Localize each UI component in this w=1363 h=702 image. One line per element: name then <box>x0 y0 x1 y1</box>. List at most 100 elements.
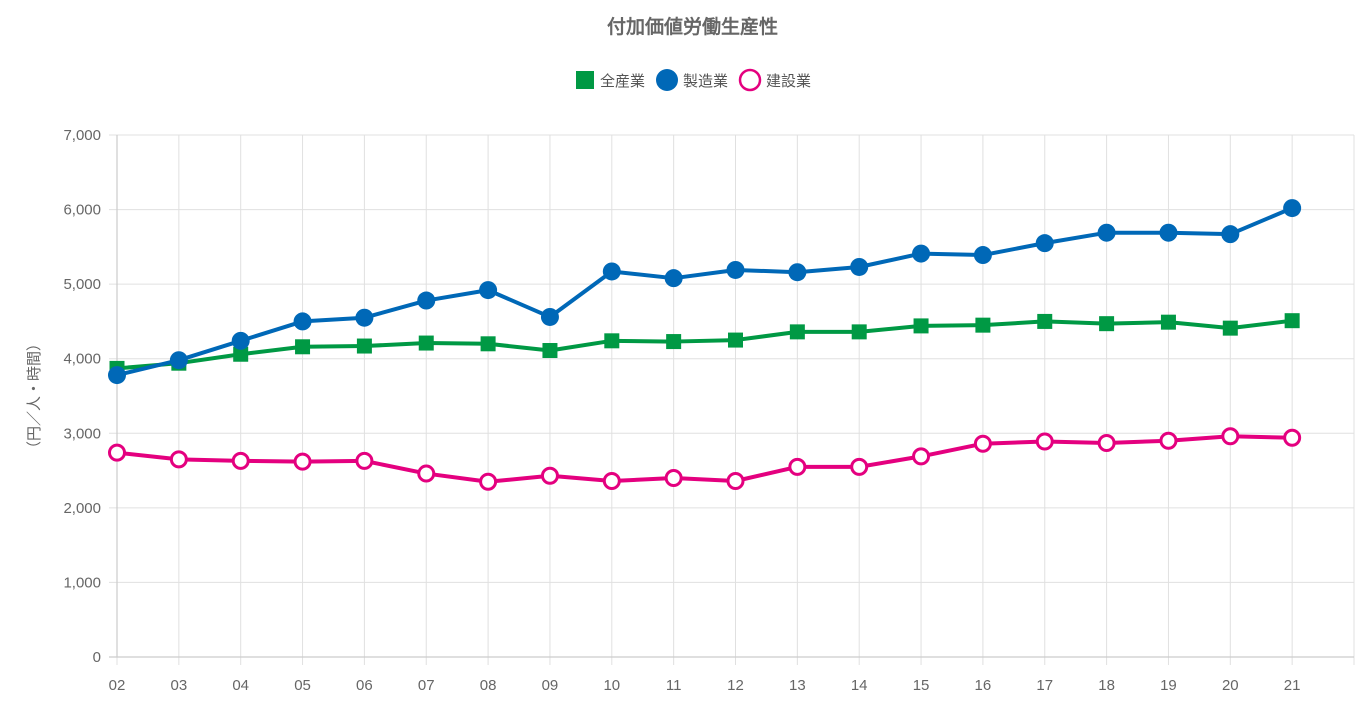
legend-item-construction[interactable]: 建設業 <box>738 68 811 92</box>
data-point[interactable] <box>355 451 374 470</box>
y-tick-label: 7,000 <box>63 127 101 144</box>
data-point[interactable] <box>788 457 807 476</box>
x-tick-label: 20 <box>1222 677 1239 694</box>
legend-marker-circle-icon <box>655 69 678 91</box>
data-point[interactable] <box>295 339 311 355</box>
data-point[interactable] <box>788 263 807 282</box>
data-point[interactable] <box>293 312 312 331</box>
axes: 0 1,000 2,000 3,000 4,000 5,000 6,000 7,000 02 03… <box>63 127 1354 694</box>
y-tick-label: 1,000 <box>63 574 101 591</box>
data-point[interactable] <box>1160 314 1176 330</box>
data-point[interactable] <box>355 308 374 327</box>
data-point[interactable] <box>664 269 683 288</box>
x-tick-label: 11 <box>666 677 682 694</box>
x-tick-label: 03 <box>171 677 188 694</box>
data-point[interactable] <box>1159 223 1178 242</box>
x-tick-label: 16 <box>975 677 992 694</box>
data-point[interactable] <box>540 466 559 485</box>
data-point[interactable] <box>604 333 620 349</box>
data-point[interactable] <box>418 335 434 351</box>
data-point[interactable] <box>417 464 436 483</box>
data-point[interactable] <box>1221 225 1240 244</box>
x-tick-label: 13 <box>789 677 806 694</box>
data-point[interactable] <box>726 472 745 491</box>
chart-title: 付加価値労働生産性 <box>606 16 778 38</box>
series-2 <box>108 427 1302 491</box>
x-tick-label: 07 <box>418 677 435 694</box>
data-point[interactable] <box>850 257 869 276</box>
x-tick-label: 17 <box>1036 677 1053 694</box>
x-tick-label: 06 <box>356 677 373 694</box>
data-point[interactable] <box>664 469 683 488</box>
legend-marker-square-icon <box>575 71 594 89</box>
y-tick-label: 5,000 <box>63 276 101 293</box>
data-point[interactable] <box>1222 320 1238 336</box>
data-point[interactable] <box>726 260 745 279</box>
y-tick-label: 2,000 <box>63 500 101 517</box>
data-point[interactable] <box>417 291 436 310</box>
data-point[interactable] <box>108 366 126 385</box>
data-point[interactable] <box>728 332 743 348</box>
x-tick-label: 10 <box>603 677 620 694</box>
data-point[interactable] <box>1283 428 1302 447</box>
data-point[interactable] <box>602 472 621 491</box>
data-point[interactable] <box>850 457 869 476</box>
y-tick-label: 6,000 <box>63 202 101 219</box>
x-tick-label: 18 <box>1098 677 1115 694</box>
data-point[interactable] <box>542 343 558 359</box>
legend-item-all-industries[interactable]: 全産業 <box>574 69 645 91</box>
data-point[interactable] <box>1037 313 1053 329</box>
x-tick-label: 09 <box>542 677 559 694</box>
x-tick-label: 21 <box>1284 677 1301 694</box>
data-point[interactable] <box>233 346 249 362</box>
x-tick-label: 19 <box>1160 677 1177 694</box>
data-point[interactable] <box>1159 431 1178 450</box>
data-point[interactable] <box>912 244 931 263</box>
y-tick-label: 3,000 <box>63 425 101 442</box>
legend-marker-open-circle-icon <box>738 68 762 92</box>
x-tick-label: 04 <box>232 677 249 694</box>
data-point[interactable] <box>479 281 498 300</box>
y-tick-label: 4,000 <box>63 351 101 368</box>
data-point[interactable] <box>480 336 496 352</box>
data-point[interactable] <box>1221 427 1240 446</box>
x-tick-label: 08 <box>480 677 497 694</box>
data-point[interactable] <box>540 307 559 326</box>
data-point[interactable] <box>913 318 929 334</box>
data-point[interactable] <box>975 317 991 333</box>
data-point[interactable] <box>912 447 931 466</box>
x-tick-label: 15 <box>913 677 930 694</box>
data-point[interactable] <box>666 334 682 350</box>
data-point[interactable] <box>1099 316 1115 332</box>
x-tick-label: 05 <box>294 677 311 694</box>
legend-label: 全産業 <box>599 71 645 90</box>
x-tick-label: 12 <box>727 677 744 694</box>
data-point[interactable] <box>293 452 312 471</box>
data-point[interactable] <box>1035 234 1054 253</box>
data-point[interactable] <box>1283 199 1302 218</box>
series-1 <box>108 199 1302 385</box>
data-point[interactable] <box>1284 313 1300 329</box>
data-point[interactable] <box>356 338 372 354</box>
data-point[interactable] <box>1035 432 1054 451</box>
data-point[interactable] <box>789 324 805 340</box>
legend-label: 建設業 <box>766 71 812 90</box>
data-point[interactable] <box>479 472 498 491</box>
legend-label: 製造業 <box>682 71 728 90</box>
data-point[interactable] <box>231 451 250 470</box>
data-point[interactable] <box>231 331 250 350</box>
data-point[interactable] <box>602 262 621 281</box>
legend-item-manufacturing[interactable]: 製造業 <box>655 68 728 92</box>
data-point[interactable] <box>108 443 126 462</box>
data-point[interactable] <box>1097 223 1116 242</box>
data-point[interactable] <box>1097 433 1116 452</box>
data-point[interactable] <box>973 246 992 265</box>
data-point[interactable] <box>851 324 867 340</box>
legend: 全産業 製造業 建設業 <box>0 68 1363 92</box>
data-point[interactable] <box>169 450 188 469</box>
data-point[interactable] <box>973 434 992 453</box>
grid <box>109 134 1355 665</box>
series-0 <box>109 313 1300 376</box>
data-point[interactable] <box>169 351 188 370</box>
